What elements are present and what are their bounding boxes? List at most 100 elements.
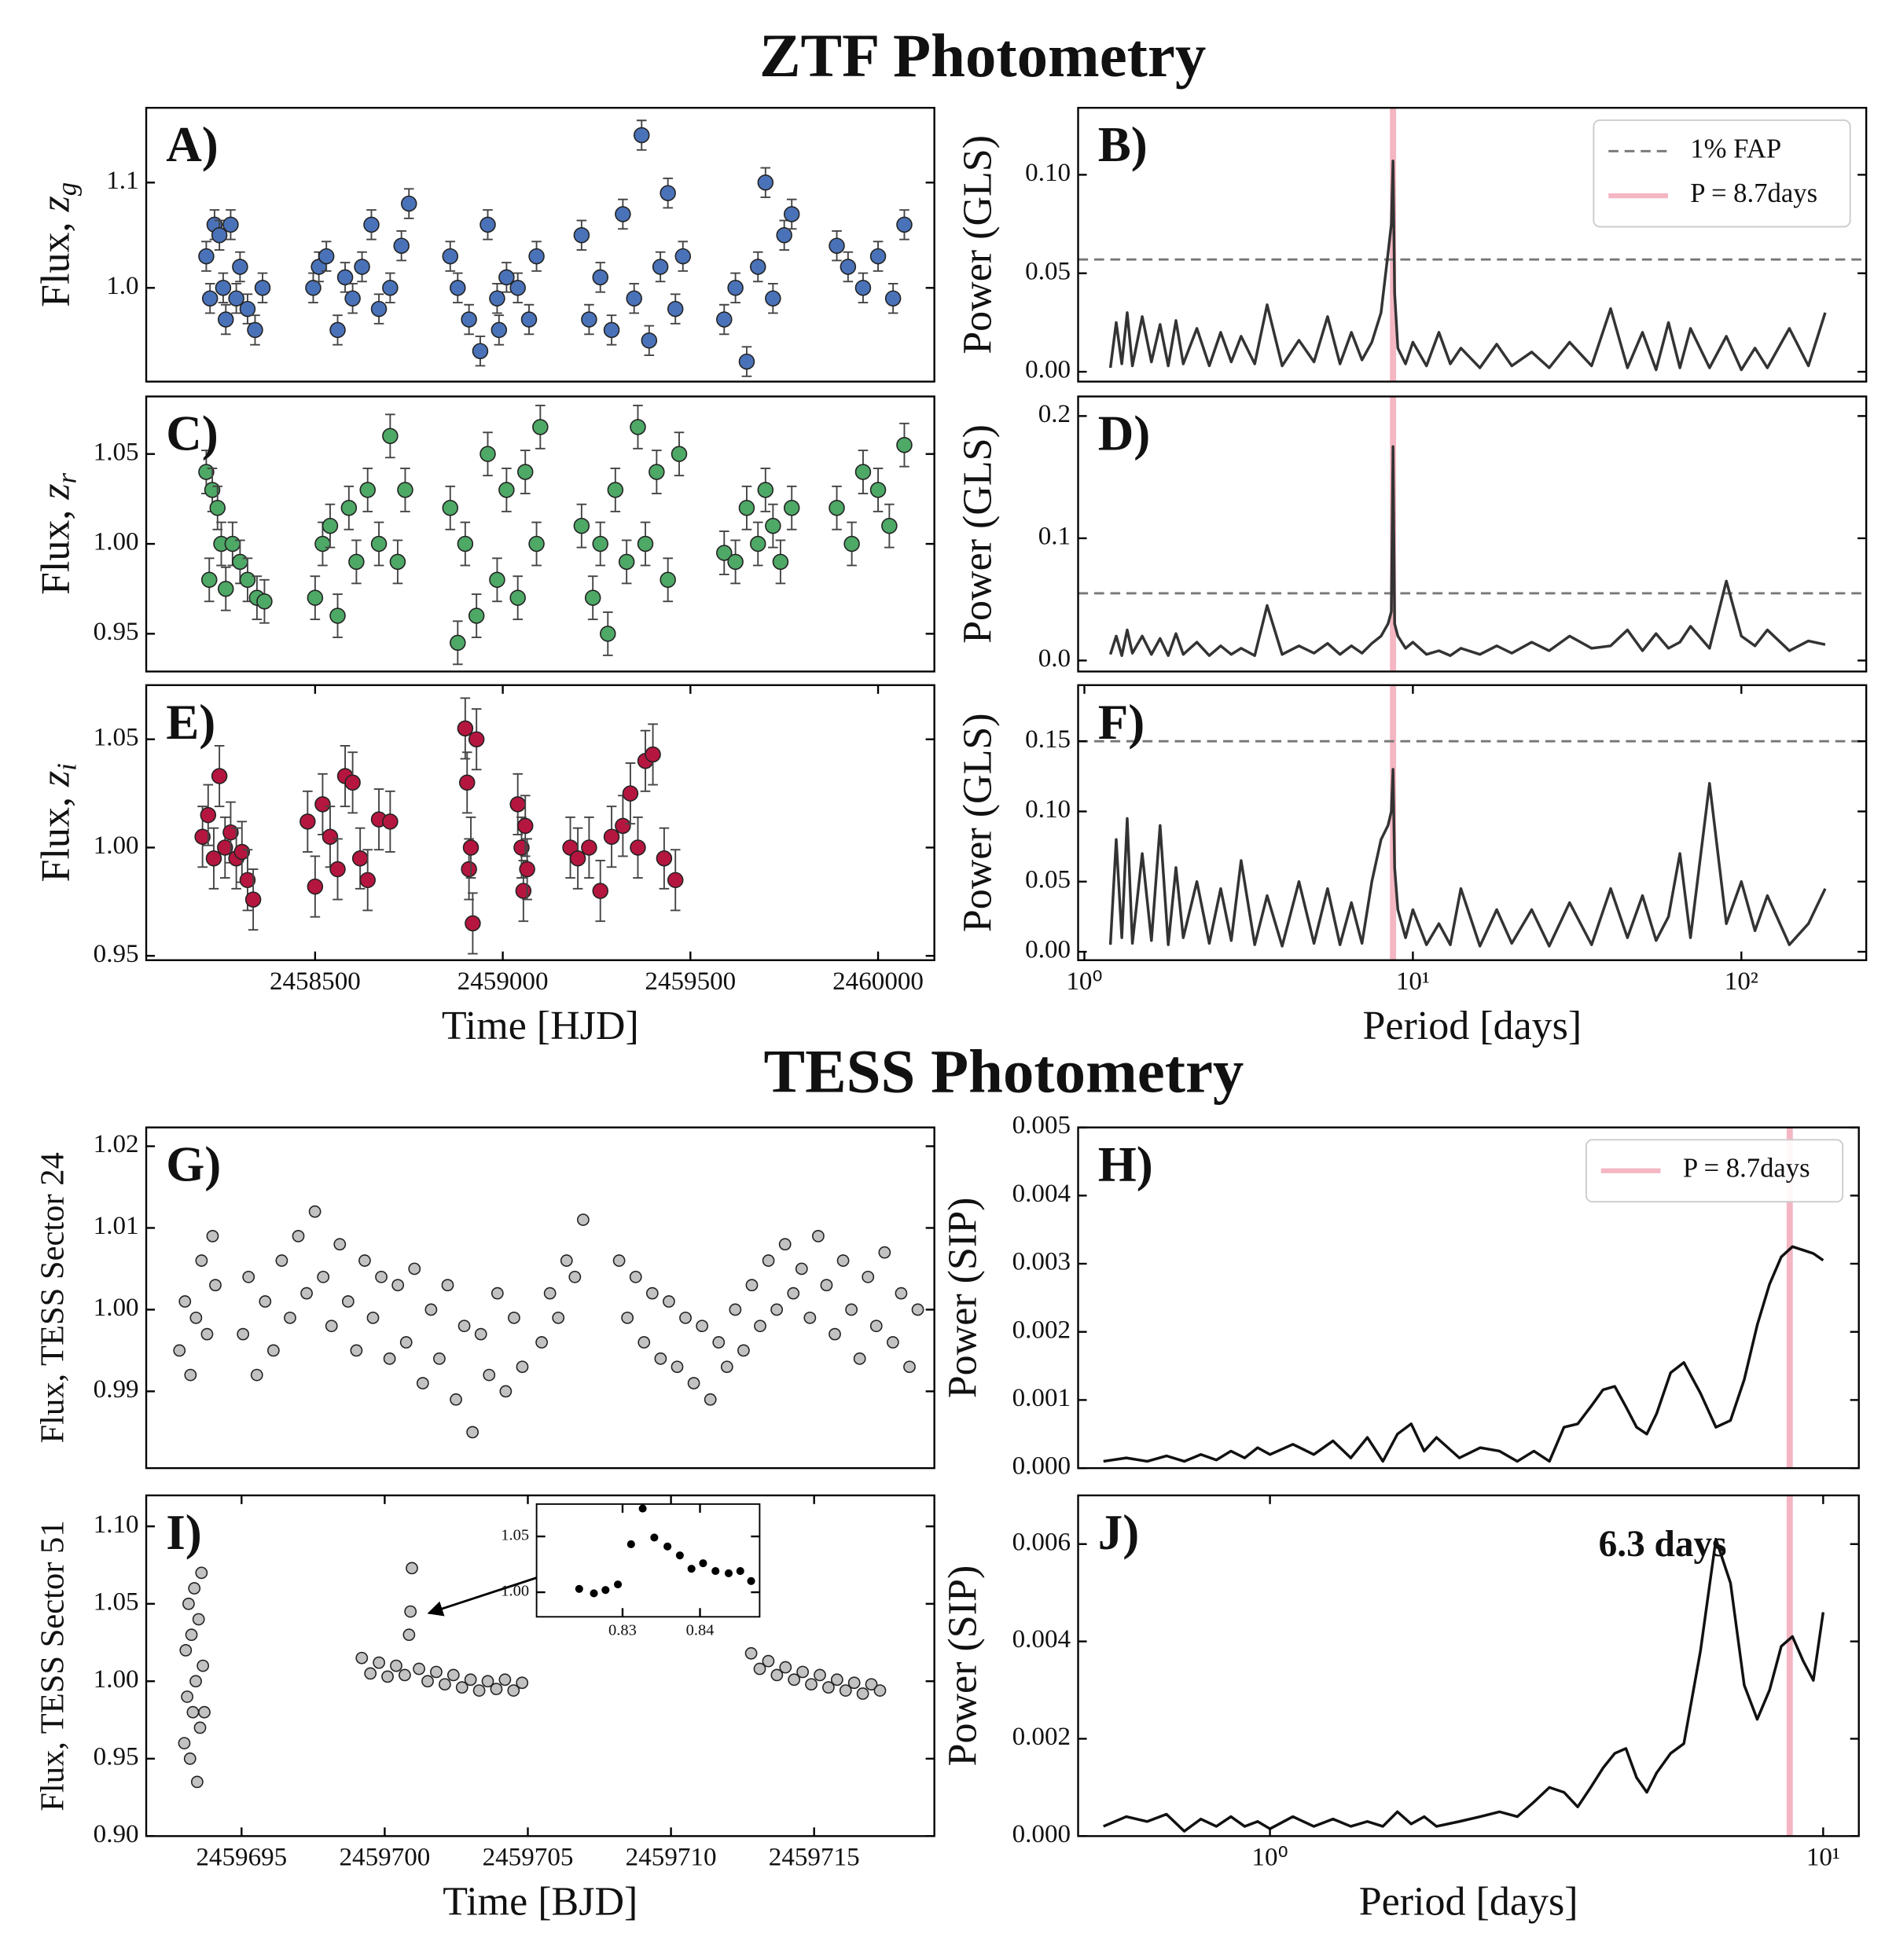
data-point [822, 1681, 835, 1694]
data-point [803, 1311, 817, 1324]
y-axis-label-text: Flux, [34, 787, 79, 882]
data-point [516, 464, 534, 480]
data-point [206, 1229, 219, 1242]
data-point [239, 300, 256, 317]
data-point [185, 1628, 198, 1642]
data-point [649, 464, 665, 480]
data-point [878, 1246, 891, 1259]
data-point [363, 216, 380, 233]
data-point [612, 1254, 626, 1267]
data-point [233, 843, 251, 861]
data-point [532, 419, 549, 435]
data-point [200, 806, 217, 824]
data-point [416, 1377, 429, 1389]
data-point [211, 768, 228, 784]
data-point [840, 259, 857, 275]
data-point [390, 1659, 402, 1672]
data-point [402, 1628, 416, 1642]
data-point [671, 446, 688, 462]
data-point [727, 280, 744, 296]
x-tick-label: 2459500 [645, 967, 736, 996]
data-point [911, 1303, 924, 1316]
panel-label: I) [166, 1505, 202, 1560]
inset-point [675, 1551, 684, 1560]
data-point [641, 332, 658, 349]
y-tick-label: 0.99 [94, 1375, 139, 1404]
y-tick-label: 0.95 [94, 940, 139, 968]
data-point [581, 839, 597, 856]
panel-label: F) [1098, 695, 1145, 750]
inset-point [736, 1567, 744, 1576]
data-point [854, 280, 872, 296]
data-point [457, 720, 474, 737]
data-point [671, 1360, 684, 1374]
y-tick-label: 0.00 [1025, 356, 1071, 384]
data-point [344, 774, 361, 791]
periodogram [1108, 445, 1826, 657]
data-point [300, 1286, 313, 1300]
data-point [472, 1684, 486, 1697]
panel-label: A) [166, 117, 219, 172]
y-tick-label: 0.001 [1012, 1384, 1071, 1412]
data-point [375, 1270, 388, 1283]
data-point [314, 796, 331, 813]
data-point [370, 300, 388, 317]
x-tick-label: 2459000 [457, 967, 549, 996]
data-point [509, 589, 526, 606]
data-point [663, 1295, 675, 1308]
data-point [382, 813, 399, 830]
y-axis-label: Flux, zi [34, 763, 83, 882]
inset-point [663, 1542, 672, 1551]
data-point [754, 1320, 766, 1333]
data-point [461, 861, 477, 878]
data-point [450, 280, 466, 296]
inset-point [650, 1533, 659, 1542]
data-point [568, 1270, 582, 1283]
data-point [322, 517, 339, 534]
y-axis-label: Power (GLS) [956, 424, 1001, 644]
data-point [259, 1295, 272, 1308]
data-point [333, 1238, 347, 1251]
data-point [215, 280, 232, 296]
data-point [592, 535, 608, 552]
data-point [358, 1254, 371, 1267]
data-point [830, 1673, 843, 1687]
plot-frame [145, 106, 935, 383]
data-point [189, 1675, 202, 1688]
data-point [729, 1303, 742, 1316]
data-point [244, 891, 262, 908]
panel: 0.000 0.002 0.004 0.006 10⁰ 10¹ J) Power (SIP) P… [941, 1494, 1860, 1925]
data-point [638, 1336, 651, 1349]
data-point [193, 1721, 207, 1734]
y-tick-label: 0.10 [1025, 795, 1071, 824]
data-point [854, 464, 872, 480]
data-point [399, 1668, 411, 1682]
data-point [507, 1684, 520, 1697]
data-point [182, 1597, 195, 1610]
data-point [498, 1673, 512, 1687]
data-point [354, 259, 370, 275]
plot-area [194, 697, 684, 955]
data-point [322, 828, 339, 845]
data-point [198, 1705, 211, 1719]
data-point [195, 1254, 208, 1267]
data-point [329, 607, 346, 624]
y-tick-label: 1.05 [501, 1527, 529, 1544]
data-point [329, 861, 346, 878]
data-point [744, 1646, 758, 1660]
inset-point [699, 1559, 707, 1568]
inset-frame [535, 1503, 761, 1618]
data-point [498, 482, 515, 498]
data-point [779, 1661, 792, 1674]
plot-area [178, 1562, 887, 1789]
data-point [576, 1213, 590, 1226]
data-point [645, 1286, 659, 1300]
plot-area [173, 1205, 924, 1439]
plot-area [198, 119, 913, 377]
data-point [359, 482, 376, 498]
periodogram [1103, 1537, 1825, 1833]
data-point [853, 1352, 866, 1365]
data-point [232, 259, 248, 275]
plot-frame [1077, 684, 1868, 961]
